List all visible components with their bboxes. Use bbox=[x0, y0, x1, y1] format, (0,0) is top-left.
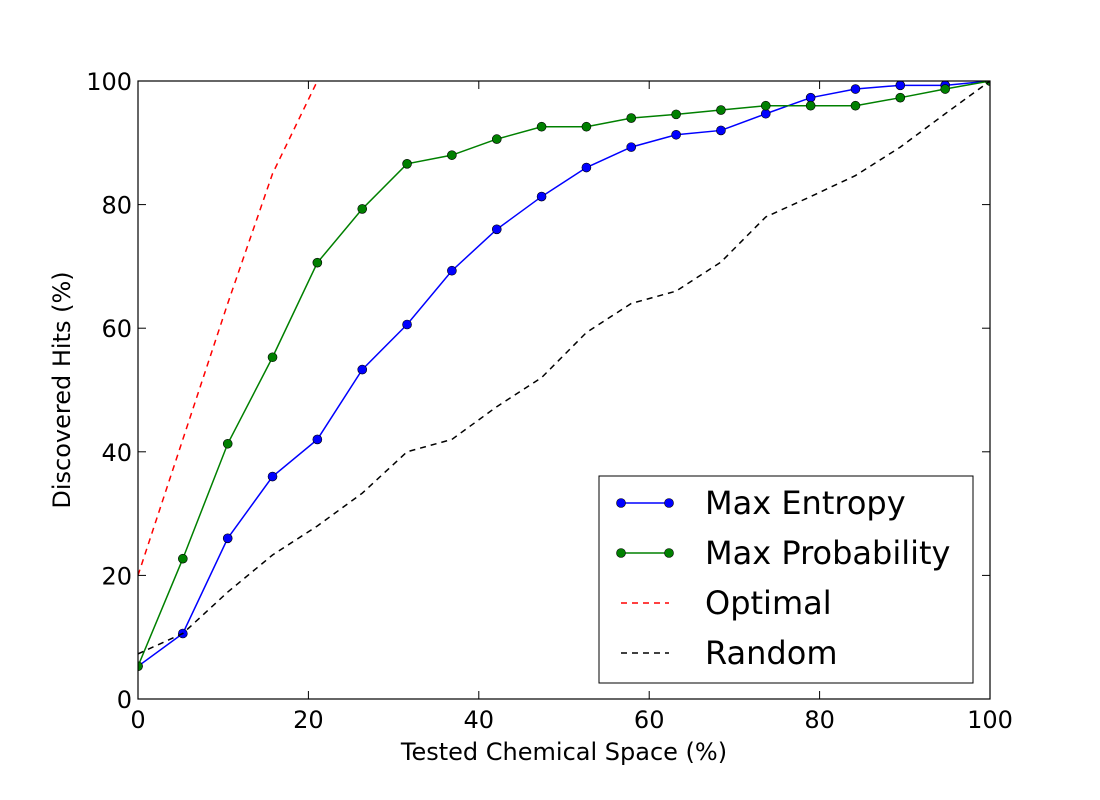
legend-label-random: Random bbox=[705, 634, 837, 672]
data-point-max-probability bbox=[178, 553, 188, 564]
legend-label-optimal: Optimal bbox=[705, 584, 832, 622]
y-tick-label: 20 bbox=[101, 562, 132, 590]
data-point-max-entropy bbox=[312, 434, 323, 445]
x-tick-label: 0 bbox=[130, 706, 145, 734]
data-point-max-entropy bbox=[267, 471, 278, 482]
legend-box bbox=[598, 475, 974, 684]
data-point-max-entropy bbox=[402, 319, 412, 330]
data-point-max-probability bbox=[138, 661, 143, 672]
data-point-max-entropy bbox=[850, 84, 861, 94]
data-point-max-probability bbox=[402, 159, 412, 169]
data-point-max-entropy bbox=[581, 162, 592, 173]
data-point-max-entropy bbox=[536, 191, 547, 202]
plot-area bbox=[138, 81, 990, 672]
legend-label-max-probability: Max Probability bbox=[705, 534, 950, 572]
y-tick-label: 40 bbox=[101, 439, 132, 467]
x-axis-label: Tested Chemical Space (%) bbox=[400, 738, 727, 766]
axes: 0 20 40 60 80 100 0 20 40 60 80 100 bbox=[86, 68, 1013, 734]
x-tick-label: 40 bbox=[464, 706, 495, 734]
legend-marker-max-probability bbox=[664, 548, 674, 558]
y-tick-label: 60 bbox=[101, 315, 132, 343]
data-point-max-entropy bbox=[626, 142, 637, 152]
data-point-max-entropy bbox=[716, 125, 726, 136]
data-point-max-probability bbox=[357, 204, 368, 214]
x-tick-label: 60 bbox=[634, 706, 665, 734]
x-tick-label: 20 bbox=[293, 706, 324, 734]
data-point-max-entropy bbox=[805, 92, 816, 103]
data-point-max-probability bbox=[267, 352, 278, 363]
series-line-max-entropy bbox=[138, 81, 990, 667]
y-tick-label: 80 bbox=[101, 192, 132, 220]
x-tick-label: 80 bbox=[804, 706, 835, 734]
data-point-max-probability bbox=[671, 109, 681, 120]
data-point-max-probability bbox=[312, 257, 323, 268]
plot-frame bbox=[137, 80, 991, 700]
series-line-random bbox=[138, 81, 990, 655]
data-point-max-probability bbox=[491, 134, 502, 144]
data-point-max-probability bbox=[940, 84, 950, 94]
data-point-max-probability bbox=[581, 121, 592, 132]
data-point-max-probability bbox=[716, 105, 726, 115]
legend-label-max-entropy: Max Entropy bbox=[705, 484, 906, 522]
data-point-max-probability bbox=[850, 100, 861, 111]
legend: Max Entropy Max Probability Optimal Random bbox=[598, 475, 974, 684]
data-point-max-entropy bbox=[357, 364, 368, 375]
data-point-max-probability bbox=[760, 100, 771, 111]
data-point-max-probability bbox=[895, 92, 906, 103]
series-line-optimal bbox=[138, 81, 319, 576]
data-point-max-entropy bbox=[491, 224, 502, 235]
series-line-max-probability bbox=[138, 81, 990, 667]
data-point-max-probability bbox=[447, 150, 457, 160]
data-point-max-entropy bbox=[671, 129, 681, 140]
data-point-max-probability bbox=[536, 121, 547, 132]
y-axis-label: Discovered Hits (%) bbox=[48, 271, 76, 508]
data-point-max-probability bbox=[805, 100, 816, 111]
y-tick-label: 100 bbox=[86, 68, 132, 96]
data-point-max-entropy bbox=[222, 533, 233, 544]
legend-marker-max-probability bbox=[616, 548, 626, 558]
x-tick-label: 100 bbox=[967, 706, 1013, 734]
y-tick-label: 0 bbox=[117, 686, 132, 714]
data-point-max-probability bbox=[222, 438, 233, 449]
data-point-max-entropy bbox=[447, 265, 457, 276]
data-point-max-entropy bbox=[760, 108, 771, 119]
legend-marker-max-entropy bbox=[664, 498, 674, 508]
data-point-max-probability bbox=[626, 113, 637, 123]
legend-marker-max-entropy bbox=[616, 498, 626, 508]
data-point-max-entropy bbox=[895, 81, 906, 91]
